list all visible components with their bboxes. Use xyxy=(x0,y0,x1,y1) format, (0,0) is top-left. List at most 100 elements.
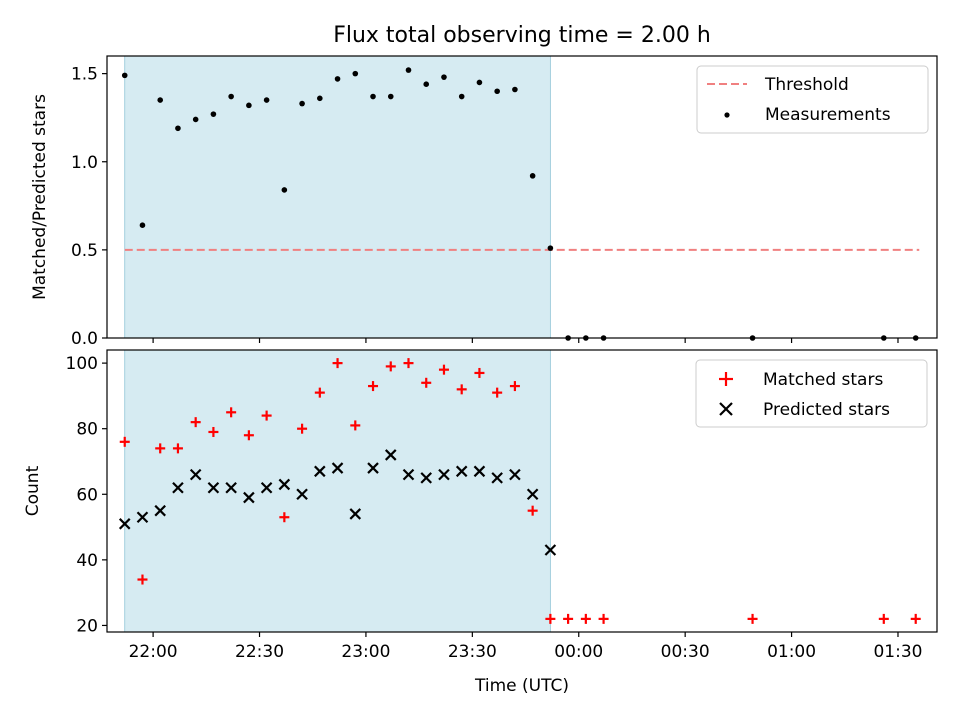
matched-star-point xyxy=(385,361,396,372)
measurement-point xyxy=(405,67,412,73)
matched-star-point xyxy=(172,443,183,454)
bot-y-tick-label: 60 xyxy=(76,485,98,505)
measurement-point xyxy=(317,95,323,102)
top-y-axis-label: Matched/Predicted stars xyxy=(30,94,50,300)
x-tick-label: 22:30 xyxy=(235,642,284,662)
top-axes-frame xyxy=(106,55,938,339)
predicted-star-point xyxy=(314,465,326,478)
bottom-legend: Matched stars Predicted stars xyxy=(695,359,928,428)
measurement-point xyxy=(423,81,430,87)
matched-star-point xyxy=(155,443,166,454)
predicted-legend-label: Predicted stars xyxy=(763,400,890,420)
bottom-y-axis-label: Count xyxy=(23,465,43,516)
measurements-legend-label: Measurements xyxy=(765,105,891,125)
measurement-point xyxy=(352,70,359,77)
measurement-point xyxy=(210,111,217,117)
matched-star-point xyxy=(545,613,556,624)
matched-star-point xyxy=(226,407,237,418)
predicted-star-point xyxy=(473,465,486,478)
measurement-point xyxy=(476,79,483,86)
matched-star-point xyxy=(137,574,148,585)
measurement-point xyxy=(458,93,465,100)
measurement-point xyxy=(529,173,536,179)
predicted-star-point xyxy=(154,504,166,517)
matched-star-point xyxy=(878,613,889,624)
top-observing-span xyxy=(124,55,551,339)
measurement-point xyxy=(228,93,234,100)
matched-star-point xyxy=(314,387,325,398)
bottom-axes-frame xyxy=(106,349,938,633)
matched-star-point xyxy=(368,381,379,392)
measurement-point xyxy=(246,102,252,109)
bottom-legend-box xyxy=(695,359,928,428)
matched-star-point xyxy=(421,377,432,388)
matched-legend-swatch xyxy=(719,372,733,386)
measurements-legend-swatch xyxy=(724,112,730,118)
matched-star-point xyxy=(563,613,574,624)
predicted-star-point xyxy=(278,478,291,491)
predicted-star-point xyxy=(296,488,308,501)
predicted-star-point xyxy=(260,481,273,494)
matched-star-point xyxy=(261,410,272,421)
measurement-point xyxy=(370,93,376,100)
matched-star-point xyxy=(598,613,609,624)
x-tick-label: 00:30 xyxy=(661,642,710,662)
matched-star-point xyxy=(910,613,921,624)
predicted-star-point xyxy=(207,481,220,494)
predicted-star-point xyxy=(438,468,450,481)
measurement-point xyxy=(299,100,305,107)
measurement-point xyxy=(281,187,288,193)
matched-star-point xyxy=(297,423,308,434)
predicted-star-point xyxy=(544,544,557,556)
x-tick-label: 01:00 xyxy=(767,642,816,662)
bot-y-tick-label: 80 xyxy=(76,420,98,440)
predicted-star-point xyxy=(509,468,521,481)
top-panel: 0.0 0.5 1.0 1.5 Matched/Predicted stars Thr… xyxy=(30,55,938,349)
matched-star-point xyxy=(438,364,449,375)
threshold-legend-label: Threshold xyxy=(764,75,849,95)
x-tick-label: 23:30 xyxy=(448,642,497,662)
bot-y-tick-label: 100 xyxy=(66,354,98,374)
matched-star-point xyxy=(403,358,414,369)
matched-star-point xyxy=(350,420,361,431)
predicted-star-point xyxy=(243,491,255,504)
x-tick-label: 23:00 xyxy=(341,642,390,662)
measurement-point xyxy=(192,116,199,123)
bot-y-tick-label: 20 xyxy=(76,616,98,636)
top-y-tick-label: 1.5 xyxy=(71,65,98,85)
x-tick-label: 01:30 xyxy=(873,642,922,662)
measurement-point xyxy=(334,76,341,82)
matched-star-point xyxy=(474,367,485,378)
predicted-star-point xyxy=(118,518,131,530)
predicted-star-point xyxy=(136,511,149,524)
predicted-star-point xyxy=(402,468,415,481)
top-y-tick-label: 0.0 xyxy=(71,329,98,349)
measurement-point xyxy=(175,125,181,132)
predicted-star-point xyxy=(225,481,237,494)
predicted-star-point xyxy=(455,465,468,478)
measurement-point xyxy=(387,93,394,100)
matched-star-point xyxy=(527,505,538,516)
predicted-star-point xyxy=(349,508,362,520)
measurement-point xyxy=(121,72,128,79)
predicted-star-point xyxy=(526,488,539,501)
predicted-legend-swatch xyxy=(719,402,733,416)
measurement-point xyxy=(441,74,447,80)
bot-observing-span xyxy=(124,349,551,633)
measurement-point xyxy=(512,86,518,93)
matched-star-point xyxy=(190,417,201,428)
top-legend: Threshold Measurements xyxy=(696,65,929,134)
x-axis-label: Time (UTC) xyxy=(474,676,569,696)
matched-star-point xyxy=(119,436,130,447)
predicted-star-point xyxy=(384,449,397,461)
measurement-point xyxy=(547,245,554,251)
predicted-star-point xyxy=(189,468,202,481)
matched-star-point xyxy=(747,613,758,624)
matched-legend-label: Matched stars xyxy=(763,370,883,390)
measurement-point xyxy=(263,97,270,103)
matched-star-point xyxy=(509,381,520,392)
predicted-star-point xyxy=(172,481,184,494)
predicted-star-point xyxy=(331,462,344,474)
top-y-tick-label: 1.0 xyxy=(71,153,98,173)
